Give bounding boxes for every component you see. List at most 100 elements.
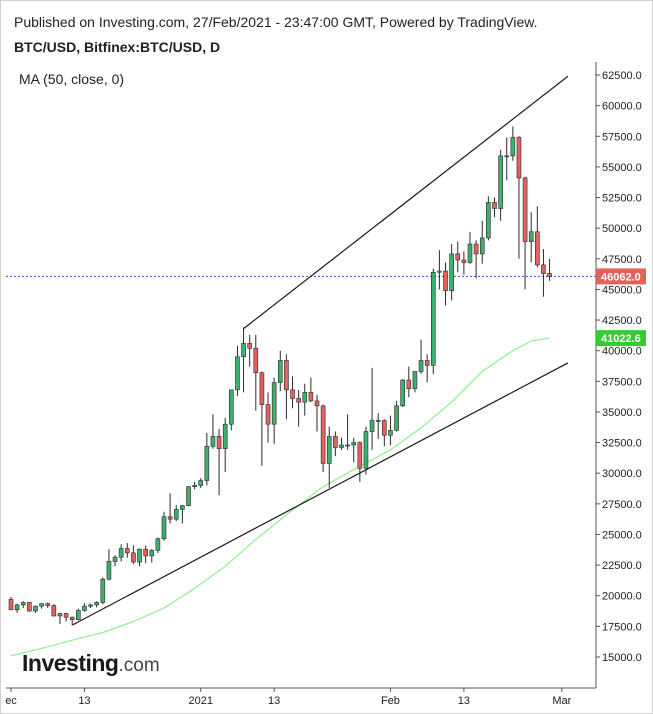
candle-up bbox=[57, 613, 63, 617]
published-note: Published on Investing.com, 27/Feb/2021 … bbox=[14, 14, 538, 30]
x-tick-label: Mar bbox=[552, 695, 571, 707]
candle-up bbox=[345, 444, 350, 447]
candle-up bbox=[504, 155, 510, 158]
candle-up bbox=[180, 505, 185, 510]
candle-up bbox=[118, 548, 124, 558]
y-tick-label: 50000.0 bbox=[602, 223, 642, 235]
candle-up bbox=[418, 360, 424, 372]
candle-down bbox=[333, 436, 338, 448]
candle-up bbox=[106, 561, 112, 580]
candle-down bbox=[63, 613, 69, 618]
candle-up bbox=[326, 436, 332, 464]
candle-down bbox=[541, 264, 546, 274]
candle-up bbox=[369, 420, 375, 432]
candle-up bbox=[222, 423, 228, 450]
current-price-tag-box bbox=[596, 268, 646, 285]
candle-down bbox=[124, 548, 130, 554]
candle-down bbox=[461, 259, 467, 263]
investing-logo: Investing.com bbox=[22, 650, 160, 677]
candle-down bbox=[69, 616, 75, 620]
y-tick-label: 47500.0 bbox=[602, 254, 642, 266]
candle-up bbox=[94, 602, 99, 606]
candle-up bbox=[112, 556, 118, 562]
y-tick-label: 15000.0 bbox=[602, 652, 642, 664]
candle-down bbox=[265, 404, 271, 425]
upper-trendline bbox=[243, 75, 569, 330]
candle-down bbox=[259, 372, 265, 405]
ma-value-tag-box bbox=[596, 330, 646, 347]
candle-down bbox=[492, 202, 497, 209]
candle-up bbox=[375, 420, 381, 422]
y-tick-label: 42500.0 bbox=[602, 315, 642, 327]
candle-up bbox=[400, 379, 405, 407]
logo-suffix: .com bbox=[118, 655, 160, 676]
candle-up bbox=[186, 486, 191, 506]
y-tick-label: 52500.0 bbox=[602, 193, 642, 205]
candle-up bbox=[161, 516, 167, 540]
candle-up bbox=[39, 603, 44, 607]
y-tick-label: 55000.0 bbox=[602, 162, 642, 174]
candle-up bbox=[412, 371, 418, 389]
candle-down bbox=[522, 177, 528, 242]
candle-up bbox=[498, 155, 503, 209]
candle-down bbox=[284, 360, 289, 391]
ma-value-tag-label: 41022.6 bbox=[601, 333, 641, 345]
ma50-line bbox=[10, 337, 550, 657]
candle-down bbox=[320, 405, 326, 464]
candle-down bbox=[516, 137, 522, 179]
candle-up bbox=[486, 202, 491, 239]
y-tick-label: 37500.0 bbox=[602, 376, 642, 388]
candle-up bbox=[88, 604, 93, 607]
candle-down bbox=[424, 360, 430, 366]
y-tick-label: 25000.0 bbox=[602, 529, 642, 541]
logo-brand: Investing bbox=[22, 650, 119, 676]
candle-down bbox=[216, 436, 222, 450]
candle-up bbox=[430, 271, 436, 366]
candle-down bbox=[8, 599, 14, 611]
candle-up bbox=[388, 430, 393, 436]
candle-up bbox=[467, 243, 473, 263]
candle-down bbox=[308, 392, 314, 402]
x-tick-label: 13 bbox=[458, 695, 470, 707]
candle-up bbox=[14, 604, 20, 611]
candle-down bbox=[290, 389, 295, 399]
x-tick-label: Feb bbox=[381, 695, 400, 707]
candle-down bbox=[443, 270, 448, 291]
indicator-label: MA (50, close, 0) bbox=[19, 71, 125, 87]
candle-down bbox=[535, 231, 540, 266]
candle-up bbox=[510, 137, 516, 157]
candle-down bbox=[131, 552, 136, 563]
candle-down bbox=[45, 603, 51, 606]
x-tick-label: ec bbox=[5, 695, 17, 707]
candle-up bbox=[449, 253, 454, 291]
candle-down bbox=[51, 605, 57, 617]
candle-up bbox=[363, 431, 369, 469]
candle-down bbox=[547, 273, 552, 277]
candle-down bbox=[382, 420, 387, 436]
candle-up bbox=[339, 444, 344, 448]
candle-up bbox=[155, 538, 161, 551]
candle-up bbox=[528, 231, 534, 242]
y-tick-label: 40000.0 bbox=[602, 346, 642, 358]
candle-up bbox=[235, 356, 240, 391]
candle-down bbox=[253, 347, 259, 374]
y-tick-label: 30000.0 bbox=[602, 468, 642, 480]
candle-up bbox=[351, 442, 357, 446]
y-tick-label: 20000.0 bbox=[602, 591, 642, 603]
candle-up bbox=[76, 610, 81, 620]
lower-trendline bbox=[71, 362, 569, 626]
y-tick-label: 62500.0 bbox=[602, 70, 642, 82]
candle-up bbox=[277, 360, 283, 383]
candle-up bbox=[210, 436, 216, 447]
x-tick-label: 13 bbox=[268, 695, 280, 707]
candle-down bbox=[455, 253, 461, 261]
candle-up bbox=[241, 343, 246, 358]
candle-up bbox=[20, 602, 26, 606]
y-tick-label: 60000.0 bbox=[602, 101, 642, 113]
candle-up bbox=[100, 578, 106, 603]
candle-up bbox=[149, 550, 155, 557]
candle-down bbox=[357, 442, 363, 469]
candle-down bbox=[247, 343, 252, 349]
y-tick-label: 22500.0 bbox=[602, 560, 642, 572]
